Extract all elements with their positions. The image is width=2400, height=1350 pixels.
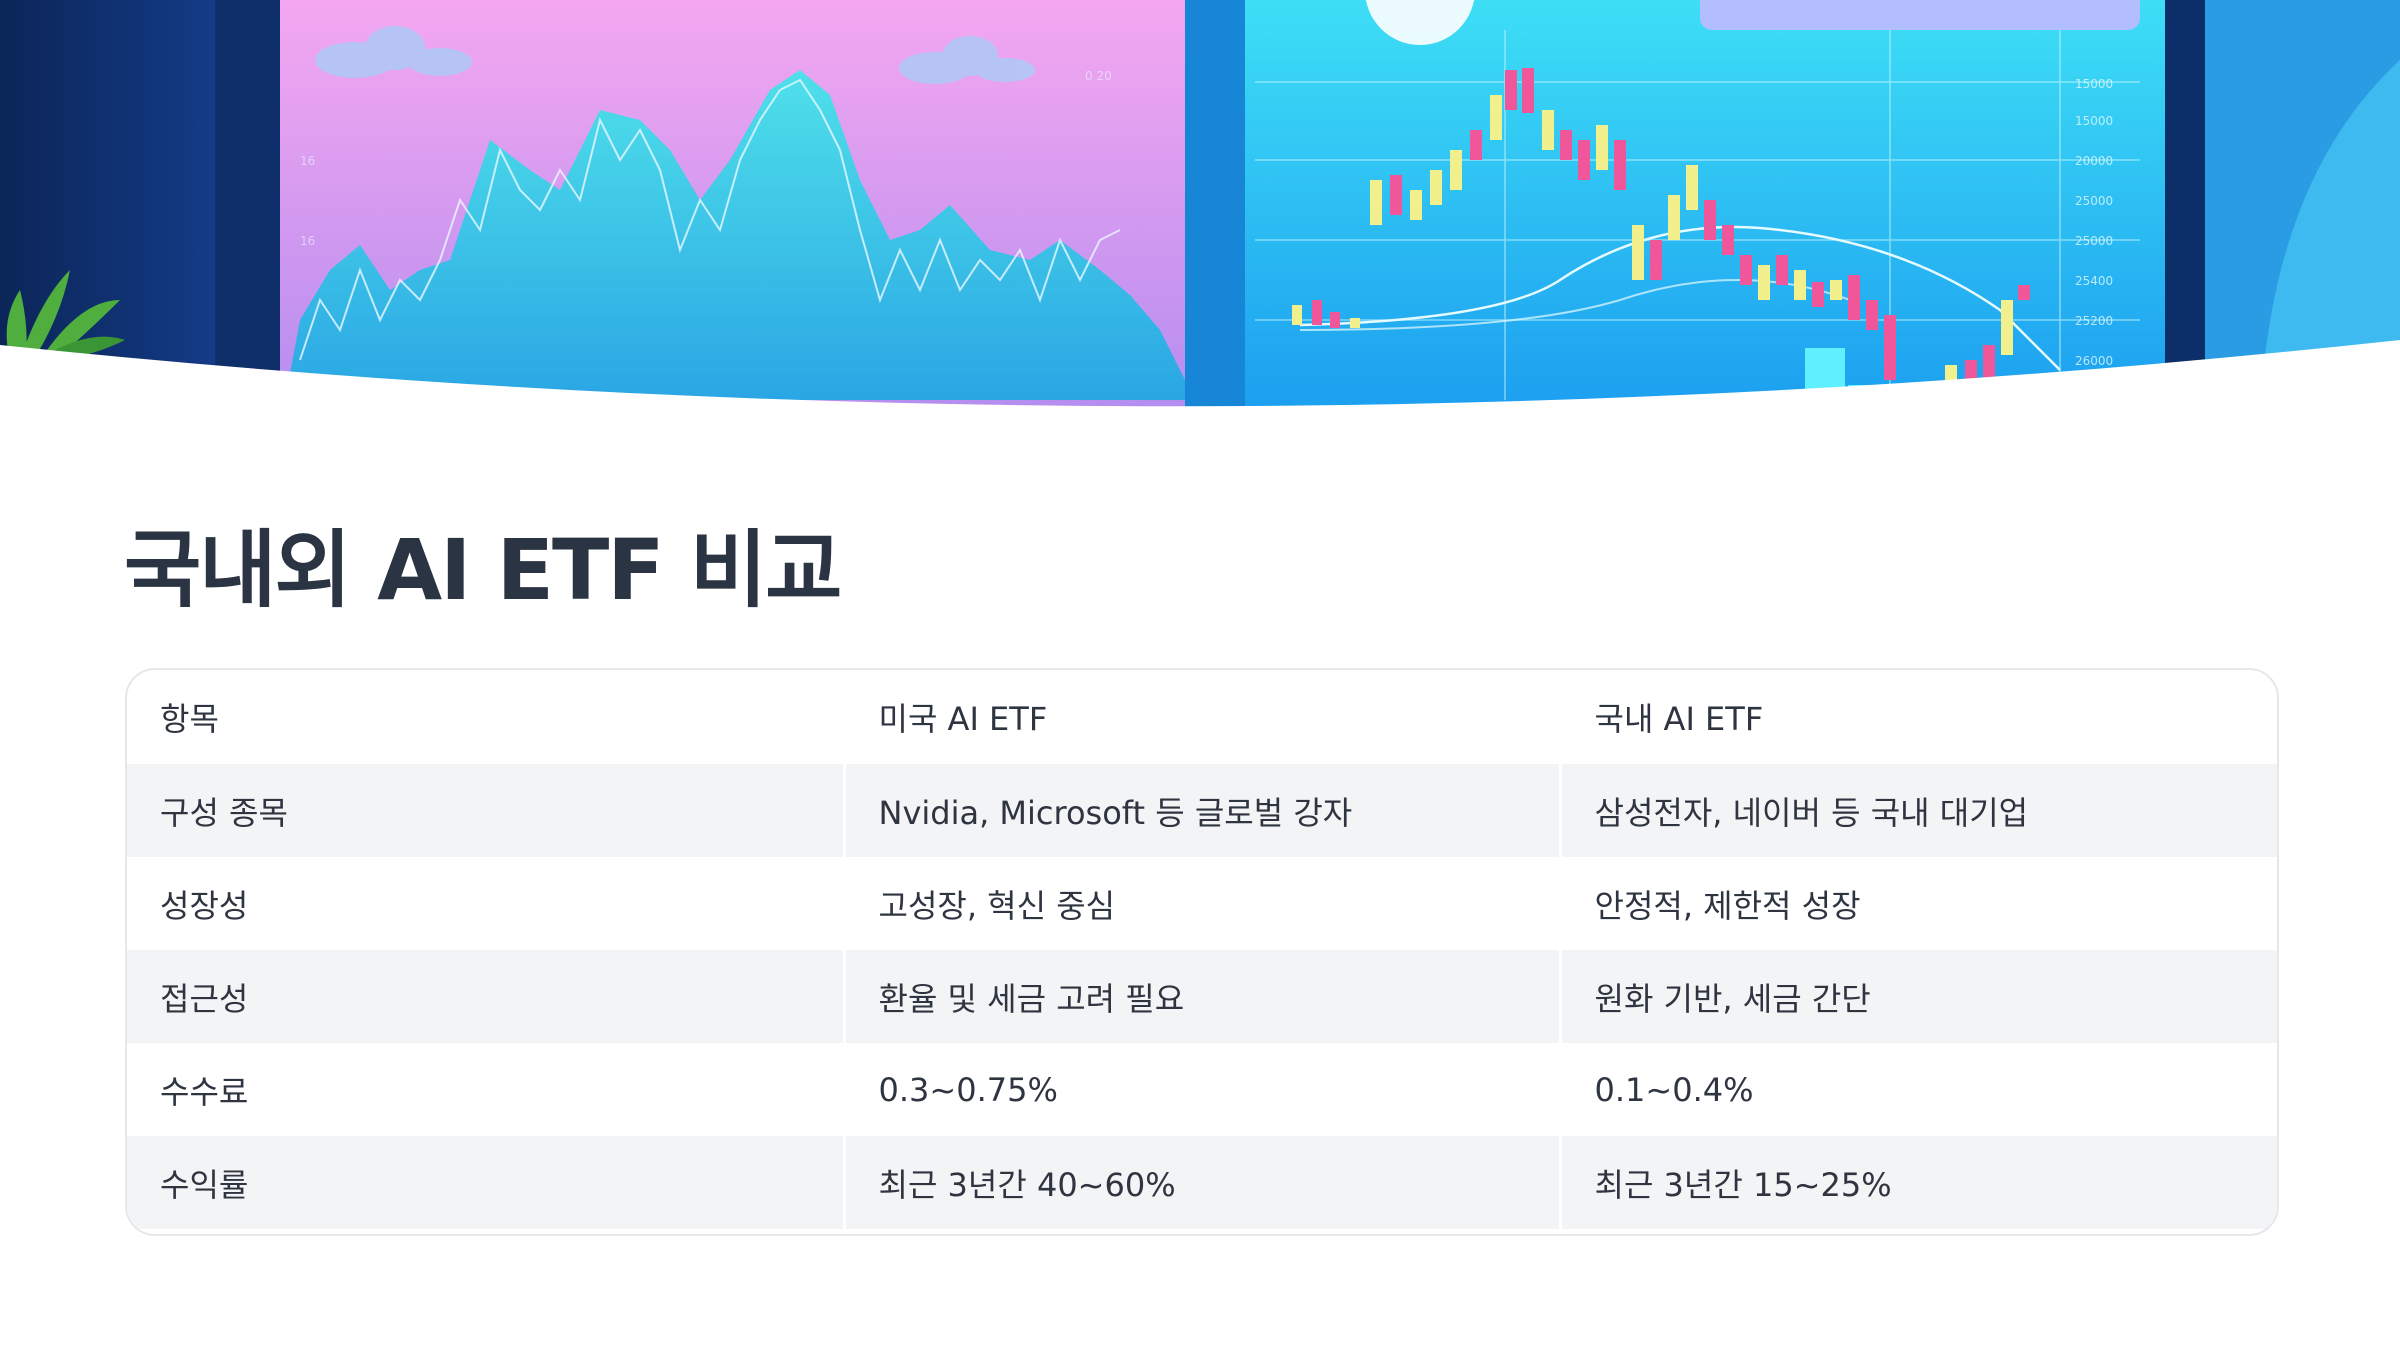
table-header-row: 항목 미국 AI ETF 국내 AI ETF (127, 670, 2277, 764)
svg-text:25000: 25000 (2075, 194, 2113, 208)
page-title: 국내외 AI ETF 비교 (124, 521, 842, 619)
svg-text:15000: 15000 (2075, 77, 2113, 91)
table-row: 구성 종목 Nvidia, Microsoft 등 글로벌 강자 삼성전자, 네… (127, 764, 2277, 857)
header-item: 항목 (160, 700, 219, 738)
row-label: 성장성 (160, 886, 249, 925)
svg-text:26000: 26000 (2075, 354, 2113, 368)
svg-text:25400: 25400 (2075, 274, 2113, 288)
kr-etf-cell: 원화 기반, 세금 간단 (1558, 950, 2277, 1043)
header-kr-etf: 국내 AI ETF (1558, 670, 2277, 764)
svg-text:25200: 25200 (2075, 314, 2113, 328)
area-chart (285, 70, 1185, 400)
us-etf-cell: Nvidia, Microsoft 등 글로벌 강자 (842, 764, 1560, 857)
table-row: 성장성 고성장, 혁신 중심 안정적, 제한적 성장 (127, 857, 2277, 950)
hero-illustration: 16 16 0 20 (0, 0, 2400, 420)
svg-text:25000: 25000 (2075, 234, 2113, 248)
us-etf-cell: 고성장, 혁신 중심 (842, 857, 1560, 950)
svg-text:16: 16 (300, 234, 315, 248)
row-label: 접근성 (127, 950, 844, 1043)
kr-etf-cell: 0.1~0.4% (1558, 1043, 2277, 1136)
us-etf-cell: 최근 3년간 40~60% (842, 1136, 1560, 1229)
cloud-icon (315, 26, 1035, 84)
kr-etf-cell: 안정적, 제한적 성장 (1558, 857, 2277, 950)
table-row: 수수료 0.3~0.75% 0.1~0.4% (127, 1043, 2277, 1136)
table-row: 접근성 환율 및 세금 고려 필요 원화 기반, 세금 간단 (127, 950, 2277, 1043)
hero-banner: 16 16 0 20 (0, 0, 2400, 420)
kr-etf-cell: 삼성전자, 네이버 등 국내 대기업 (1558, 764, 2277, 857)
us-etf-cell: 환율 및 세금 고려 필요 (842, 950, 1560, 1043)
hero-wave-divider (0, 340, 2400, 420)
svg-text:16: 16 (300, 154, 315, 168)
row-label: 구성 종목 (127, 764, 844, 857)
header-us-etf: 미국 AI ETF (842, 670, 1560, 764)
us-etf-cell: 0.3~0.75% (842, 1043, 1560, 1136)
svg-text:0 20: 0 20 (1085, 69, 1112, 83)
table-row: 수익률 최근 3년간 40~60% 최근 3년간 15~25% (127, 1136, 2277, 1229)
kr-etf-cell: 최근 3년간 15~25% (1558, 1136, 2277, 1229)
comparison-table: 항목 미국 AI ETF 국내 AI ETF 구성 종목 Nvidia, Mic… (125, 668, 2279, 1236)
svg-text:20000: 20000 (2075, 154, 2113, 168)
svg-text:15000: 15000 (2075, 114, 2113, 128)
row-label: 수익률 (127, 1136, 844, 1229)
row-label: 수수료 (160, 1072, 249, 1111)
